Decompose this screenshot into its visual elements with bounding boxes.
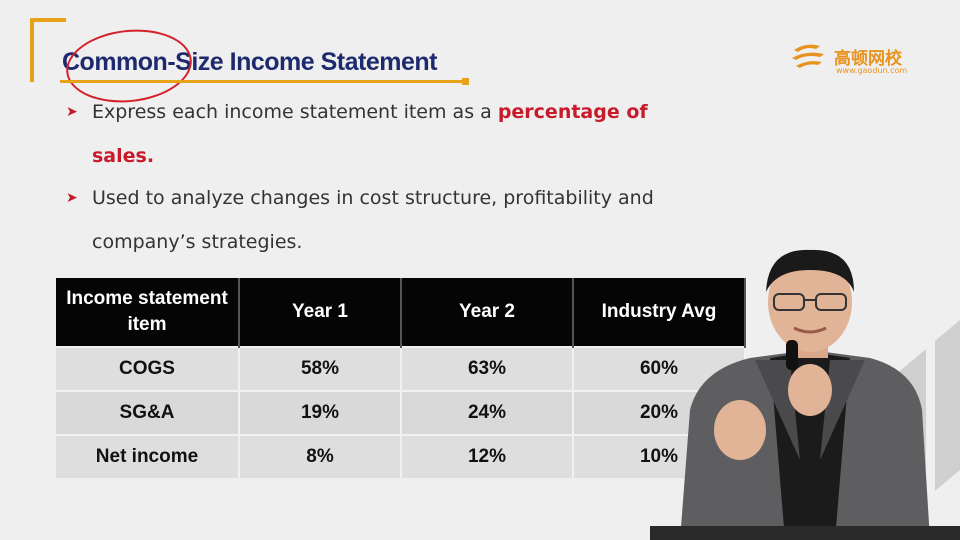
title-bracket <box>30 18 66 82</box>
bullet-text-plain: Express each income statement item as a <box>92 101 498 123</box>
table-cell: 63% <box>401 346 574 391</box>
table-header-cell: Industry Avg <box>573 278 746 347</box>
table-cell: 8% <box>239 434 402 478</box>
bullet-text: Used to analyze changes in cost structur… <box>92 176 692 264</box>
bullet-text-plain: Used to analyze changes in cost structur… <box>92 187 654 253</box>
table-cell: SG&A <box>56 390 240 435</box>
title-underline-dot <box>462 78 469 85</box>
table-cell: 12% <box>401 434 574 478</box>
slide-title: Common-Size Income Statement <box>62 48 437 76</box>
table-header-row: Income statement item Year 1 Year 2 Indu… <box>56 278 746 347</box>
arrow-bullet-icon: ➤ <box>66 190 78 206</box>
logo-name: 高顿网校 <box>834 49 902 69</box>
title-underline <box>60 80 464 83</box>
logo-url: www.gaodun.com <box>836 66 908 75</box>
gaodun-logo: 高顿网校 www.gaodun.com <box>790 38 930 80</box>
bullet-highlight: percentage of sales. <box>92 101 648 167</box>
table-header-cell: Income statement item <box>56 278 240 347</box>
table-row: SG&A 19% 24% 20% <box>56 390 746 435</box>
table-cell: COGS <box>56 346 240 391</box>
podium <box>650 526 960 540</box>
table-row: Net income 8% 12% 10% <box>56 434 746 478</box>
table-cell: 19% <box>239 390 402 435</box>
presenter-image <box>680 249 930 540</box>
table-cell: 58% <box>239 346 402 391</box>
table-cell: Net income <box>56 434 240 478</box>
table-cell: 24% <box>401 390 574 435</box>
table-header-cell: Year 1 <box>239 278 402 347</box>
gaodun-logo-icon <box>792 44 824 68</box>
bullet-text: Express each income statement item as a … <box>92 90 692 178</box>
table-header-cell: Year 2 <box>401 278 574 347</box>
arrow-bullet-icon: ➤ <box>66 104 78 120</box>
table-row: COGS 58% 63% 60% <box>56 346 746 391</box>
common-size-table: Income statement item Year 1 Year 2 Indu… <box>56 278 746 478</box>
